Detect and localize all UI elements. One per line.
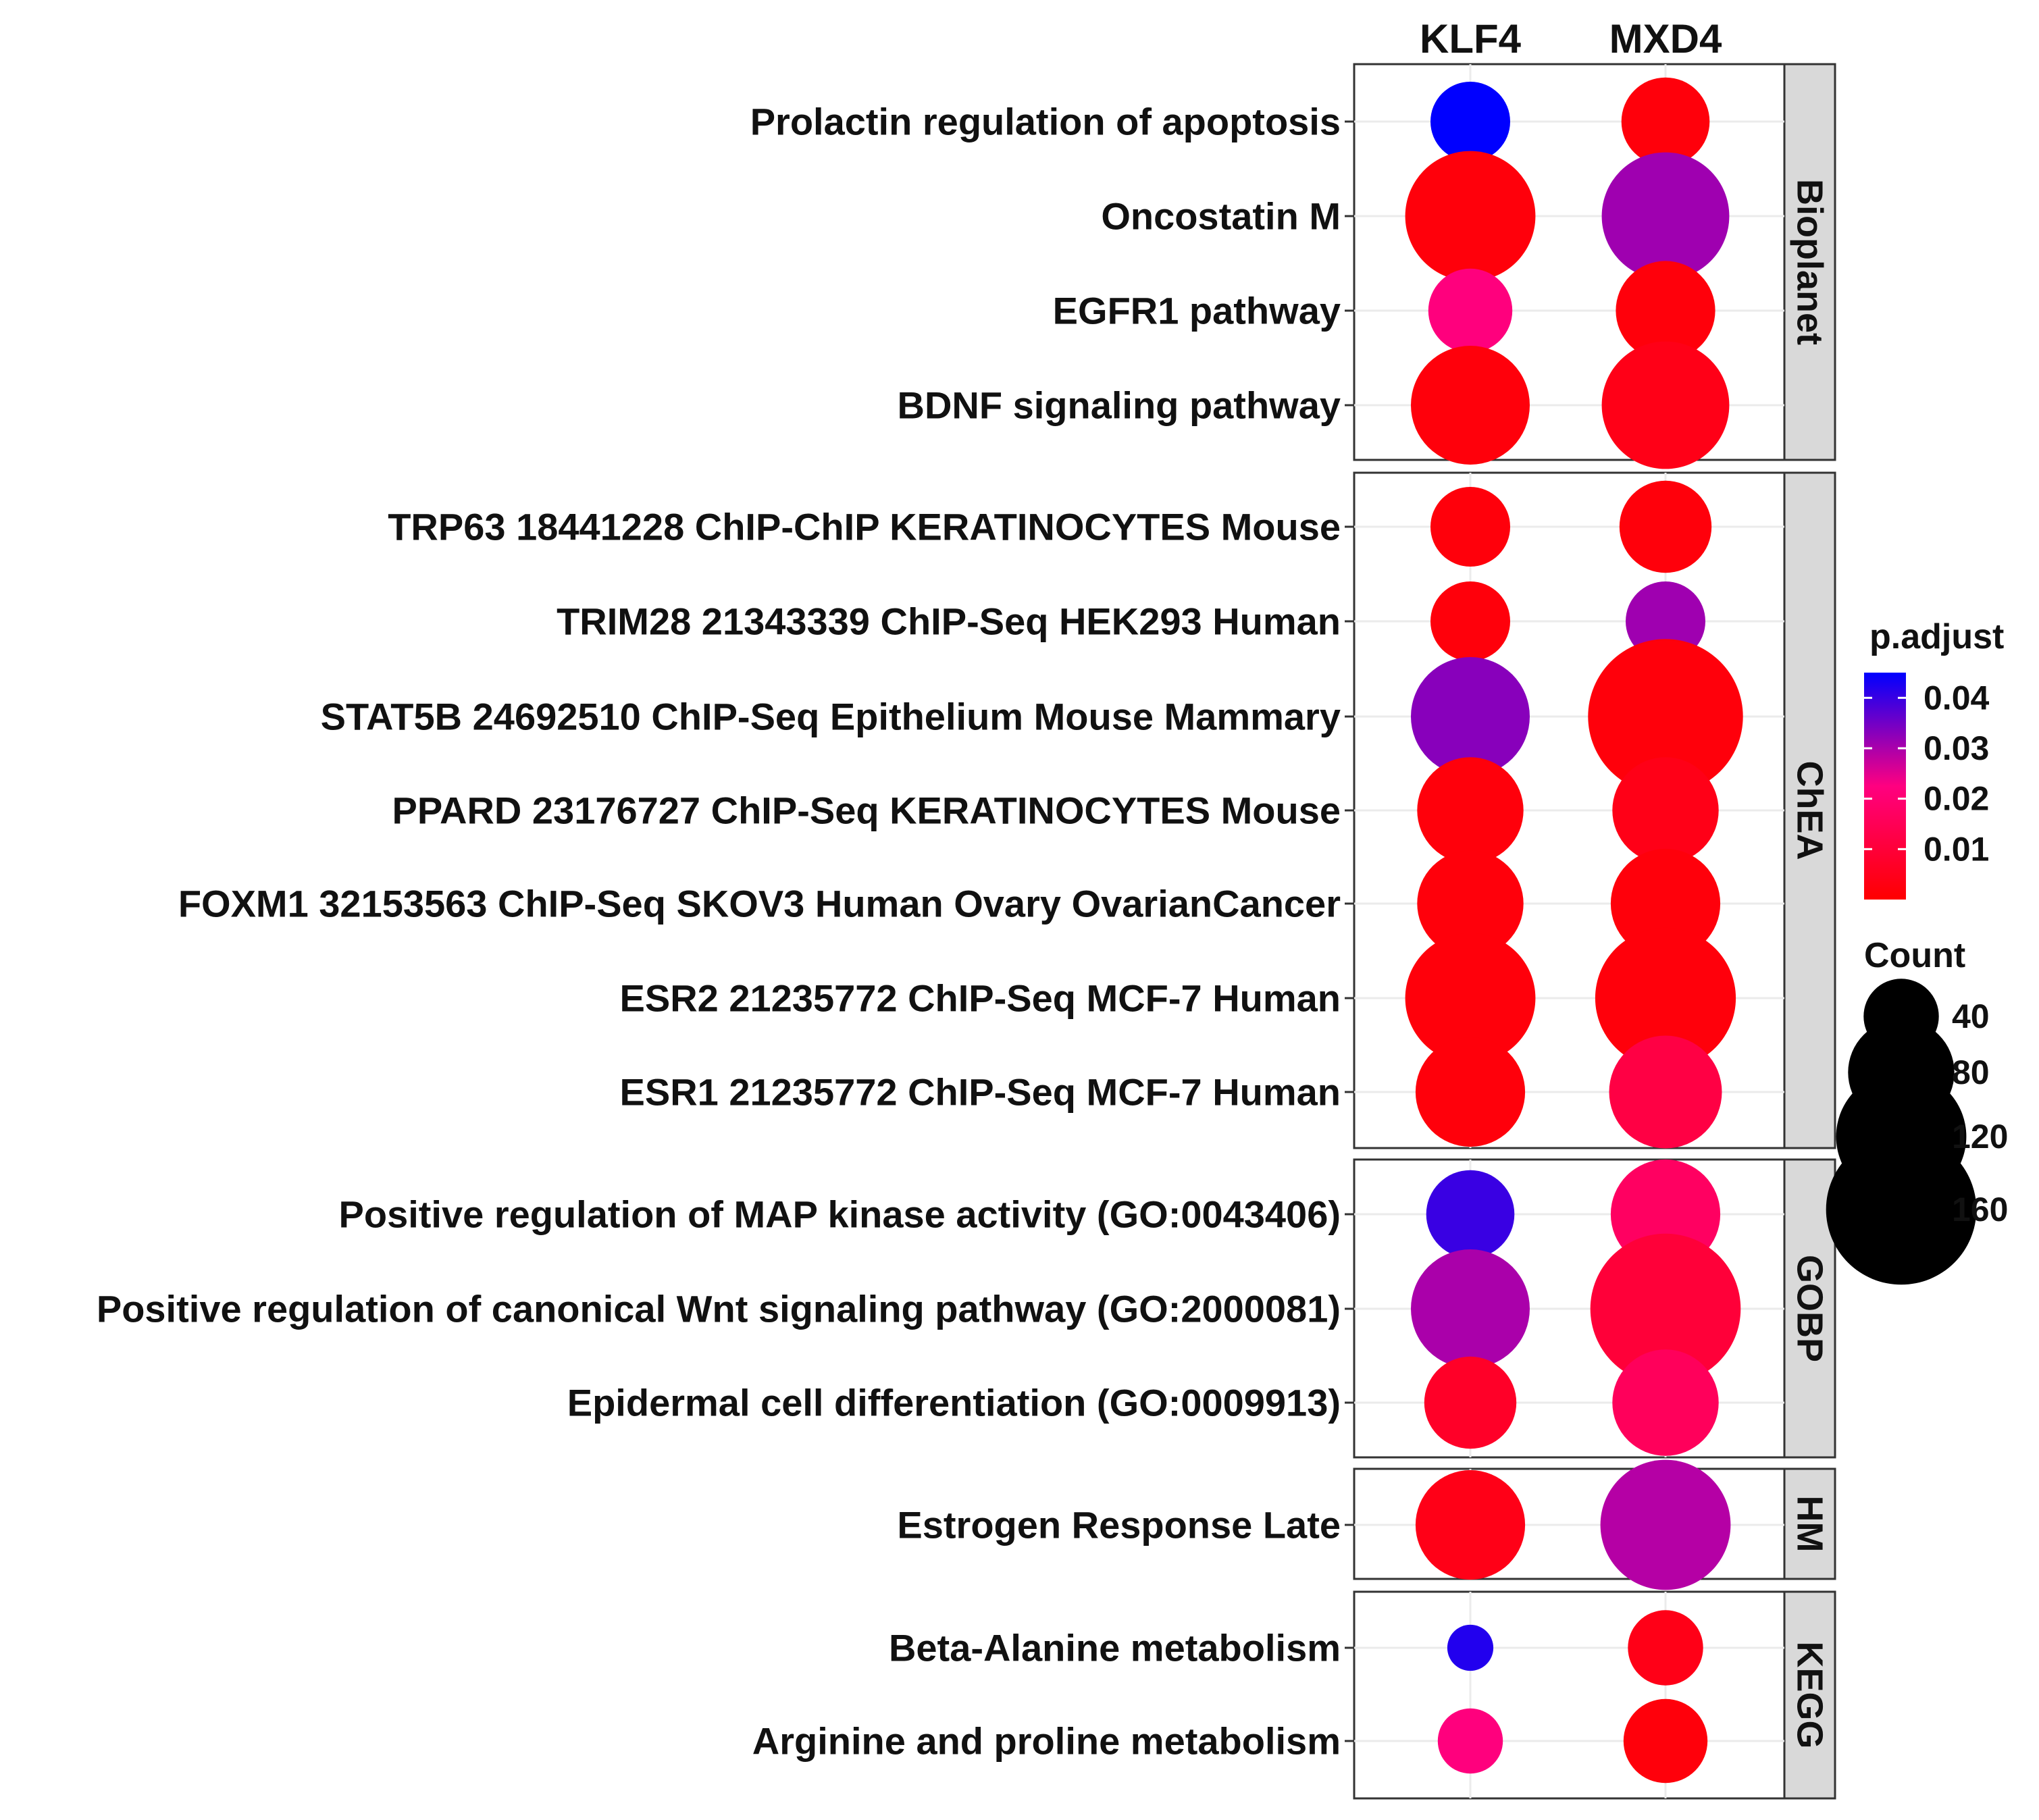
facet-strip [1783,1590,1836,1800]
dot-klf4 [1411,657,1530,776]
dot-mxd4 [1626,581,1705,661]
dot-mxd4 [1595,927,1736,1069]
row-label: Positive regulation of MAP kinase activi… [339,1193,1341,1236]
dot-mxd4 [1609,1035,1722,1149]
size-legend-dot [1826,1134,1977,1285]
column-headers: KLF4 MXD4 [1420,16,1722,61]
row-label: Beta-Alanine metabolism [889,1627,1341,1669]
dot-klf4 [1411,1249,1530,1368]
dot-klf4 [1417,850,1524,957]
dot-klf4 [1430,82,1510,161]
row-label: EGFR1 pathway [1053,290,1341,332]
dot-klf4 [1405,933,1536,1064]
color-legend-tick-label: 0.01 [1924,830,1989,868]
size-legend-label: 80 [1952,1054,1990,1091]
row-label: FOXM1 32153563 ChIP-Seq SKOV3 Human Ovar… [178,883,1341,925]
row-label: Prolactin regulation of apoptosis [750,101,1341,143]
dot-mxd4 [1621,77,1710,166]
color-legend-tick-label: 0.02 [1924,780,1989,818]
facet-strip [1783,471,1836,1149]
dot-mxd4 [1616,261,1715,361]
row-label: Estrogen Response Late [897,1504,1341,1546]
color-legend: p.adjust 0.04 0.03 0.02 0.01 [1864,617,2004,900]
row-label: ESR1 21235772 ChIP-Seq MCF-7 Human [620,1071,1341,1114]
row-label: PPARD 23176727 ChIP-Seq KERATINOCYTES Mo… [392,789,1341,832]
color-legend-tick-label: 0.04 [1924,679,1990,717]
size-legend-label: 40 [1952,997,1990,1035]
row-label: ESR2 21235772 ChIP-Seq MCF-7 Human [620,977,1341,1020]
dot-klf4 [1437,1708,1503,1774]
panel-background [1353,1590,1786,1800]
facet-bioplanet: Bioplanet Prolactin regulation of apoptos… [750,63,1836,469]
dot-klf4 [1415,1470,1526,1580]
row-label: TRP63 18441228 ChIP-ChIP KERATINOCYTES M… [388,506,1341,548]
dot-mxd4 [1590,1233,1741,1384]
dot-mxd4 [1628,1610,1703,1686]
dot-klf4 [1415,1037,1526,1147]
facet-chea: ChEA TRP63 18441228 ChIP-ChIP KERATINOCYT… [178,471,1836,1149]
row-label: Epidermal cell differentiation (GO:00099… [567,1382,1341,1424]
facet-strip-label: Bioplanet [1790,179,1830,345]
facet-strip-label: GOBP [1790,1255,1830,1362]
size-legend-label: 160 [1952,1191,2008,1228]
size-legend-title: Count [1864,936,1965,975]
row-label: TRIM28 21343339 ChIP-Seq HEK293 Human [557,600,1341,643]
dot-mxd4 [1601,341,1730,469]
facet-strip [1783,1467,1836,1580]
dot-mxd4 [1588,639,1743,794]
dot-klf4 [1428,268,1513,353]
facet-hm: HM Estrogen Response Late [897,1459,1836,1590]
row-label: Arginine and proline metabolism [752,1720,1341,1763]
column-label-klf4: KLF4 [1420,16,1522,61]
facet-panels: Bioplanet Prolactin regulation of apoptos… [97,63,1836,1800]
dot-klf4 [1424,1356,1517,1449]
dot-klf4 [1430,487,1510,567]
size-legend: Count 40 80 120 160 [1826,936,2008,1285]
column-label-mxd4: MXD4 [1609,16,1722,61]
color-legend-title: p.adjust [1869,617,2004,656]
dot-mxd4 [1623,1698,1708,1784]
facet-strip-label: ChEA [1790,761,1830,860]
facet-strip-label: HM [1790,1496,1830,1553]
row-label: STAT5B 24692510 ChIP-Seq Epithelium Mous… [321,696,1341,738]
dot-klf4 [1411,346,1530,465]
row-label: BDNF signaling pathway [898,384,1341,427]
dot-klf4 [1447,1624,1494,1671]
dot-klf4 [1426,1170,1515,1259]
dot-mxd4 [1612,1349,1719,1456]
dot-klf4 [1430,581,1510,661]
dot-klf4 [1417,757,1524,864]
row-label: Oncostatin M [1101,195,1341,238]
size-legend-label: 120 [1952,1118,2008,1155]
dot-mxd4 [1601,152,1730,280]
color-legend-bar [1864,673,1906,900]
dot-mxd4 [1600,1459,1731,1590]
color-legend-tick-label: 0.03 [1924,729,1989,767]
facet-kegg: KEGG Beta-Alanine metabolism Arginine and … [752,1590,1836,1800]
dot-mxd4 [1619,480,1712,573]
facet-gobp: GOBP Positive regulation of MAP kinase ac… [97,1158,1836,1459]
dot-mxd4 [1612,757,1719,864]
dot-mxd4 [1610,848,1721,959]
facet-strip-label: KEGG [1790,1641,1830,1748]
row-label: Positive regulation of canonical Wnt sig… [97,1288,1341,1330]
facet-strip [1783,63,1836,461]
dot-klf4 [1405,151,1536,282]
